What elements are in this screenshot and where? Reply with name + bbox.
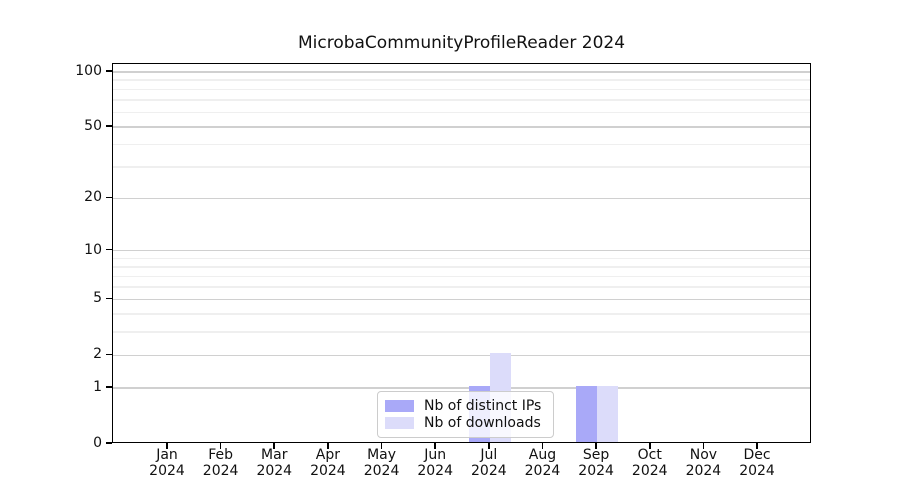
y-axis-tick-label: 10: [84, 241, 102, 258]
x-axis-tick-label: Apr 2024: [296, 447, 360, 479]
y-minor-gridline: [113, 79, 810, 81]
x-axis-tick: [166, 443, 168, 449]
x-label-month: Mar: [261, 447, 288, 463]
x-label-month: Jan: [156, 447, 178, 463]
x-axis-tick-label: Feb 2024: [189, 447, 253, 479]
y-minor-gridline: [113, 286, 810, 288]
y-axis-tick-label: 100: [75, 62, 102, 79]
x-label-month: Nov: [689, 447, 718, 463]
x-label-month: Feb: [208, 447, 234, 463]
legend-label: Nb of distinct IPs: [424, 397, 542, 414]
x-axis-tick-label: Dec 2024: [725, 447, 789, 479]
x-label-month: Jun: [424, 447, 447, 463]
x-label-year: 2024: [578, 463, 614, 479]
y-major-gridline: [113, 298, 810, 301]
y-minor-gridline: [113, 88, 810, 91]
x-axis-tick-label: Jan 2024: [135, 447, 199, 479]
y-minor-gridline: [113, 257, 810, 260]
x-label-month: Sep: [582, 447, 610, 463]
legend-row: Nb of downloads: [385, 415, 545, 431]
x-axis-tick: [380, 443, 383, 449]
x-label-year: 2024: [739, 463, 775, 479]
x-label-year: 2024: [149, 463, 185, 479]
x-label-month: Jul: [480, 447, 498, 463]
x-label-year: 2024: [256, 463, 293, 479]
x-axis-tick-label: Jun 2024: [403, 447, 467, 479]
y-major-gridline: [113, 126, 810, 128]
x-axis-tick-label: Aug 2024: [510, 447, 574, 479]
legend-swatch-downloads: [385, 417, 414, 430]
y-axis-tick: [106, 297, 112, 300]
y-minor-gridline: [113, 111, 810, 114]
x-label-year: 2024: [202, 463, 239, 479]
y-axis-tick-label: 20: [84, 189, 102, 206]
y-axis-tick: [106, 386, 112, 388]
x-label-month: May: [367, 447, 397, 463]
y-axis-tick: [106, 196, 112, 199]
legend: Nb of distinct IPs Nb of downloads: [377, 391, 554, 438]
y-major-gridline: [113, 354, 810, 357]
plot-area: [112, 63, 811, 443]
y-axis-tick: [106, 125, 112, 127]
x-axis-tick-label: May 2024: [350, 447, 414, 479]
bar-distinct-ips: [576, 386, 598, 442]
y-axis-tick-label: 50: [84, 117, 102, 134]
y-axis-tick-label: 1: [93, 379, 102, 396]
y-axis-tick-label: 5: [93, 290, 102, 307]
x-label-month: Oct: [637, 447, 662, 463]
y-minor-gridline: [113, 331, 810, 333]
y-major-gridline: [113, 71, 810, 73]
x-axis-tick: [434, 443, 437, 449]
y-axis-tick: [106, 69, 112, 72]
chart-title: MicrobaCommunityProfileReader 2024: [297, 33, 626, 53]
y-minor-gridline: [113, 99, 810, 101]
x-axis-tick-label: Oct 2024: [618, 447, 682, 479]
x-label-month: Dec: [743, 447, 771, 463]
x-axis-tick: [541, 443, 544, 449]
y-axis-tick: [106, 248, 112, 251]
x-label-year: 2024: [685, 463, 722, 479]
legend-swatch-distinct-ips: [385, 399, 414, 412]
x-label-month: Aug: [528, 447, 557, 463]
y-axis-tick: [106, 353, 112, 356]
legend-row: Nb of distinct IPs: [385, 398, 545, 414]
x-label-year: 2024: [631, 463, 668, 479]
x-axis-tick: [756, 443, 758, 449]
y-axis-tick-label: 0: [93, 435, 102, 451]
x-axis-tick: [273, 443, 276, 449]
x-label-year: 2024: [524, 463, 561, 479]
y-axis-tick: [106, 442, 112, 444]
bar-downloads: [597, 386, 619, 442]
y-minor-gridline: [113, 313, 810, 315]
legend-label: Nb of downloads: [424, 415, 541, 432]
x-axis-tick: [702, 443, 705, 449]
x-label-year: 2024: [363, 463, 400, 479]
y-major-gridline: [113, 387, 810, 389]
x-axis-tick-label: Nov 2024: [671, 447, 735, 479]
y-major-gridline: [113, 197, 810, 200]
y-major-gridline: [113, 249, 810, 252]
x-axis-tick: [487, 443, 490, 449]
x-axis-tick-label: Mar 2024: [242, 447, 306, 479]
x-label-year: 2024: [417, 463, 453, 479]
y-axis-tick-label: 2: [93, 346, 102, 363]
x-axis-tick: [327, 443, 329, 449]
y-minor-gridline: [113, 143, 810, 146]
x-axis-tick: [219, 443, 222, 449]
x-axis-tick-label: Jul 2024: [457, 447, 521, 479]
x-axis-tick-label: Sep 2024: [564, 447, 628, 479]
x-label-year: 2024: [310, 463, 346, 479]
y-minor-gridline: [113, 266, 810, 268]
x-axis-tick: [595, 443, 597, 449]
x-axis-tick: [648, 443, 651, 449]
x-label-month: Apr: [315, 447, 341, 463]
y-minor-gridline: [113, 275, 810, 278]
x-label-year: 2024: [471, 463, 507, 479]
y-minor-gridline: [113, 166, 810, 168]
